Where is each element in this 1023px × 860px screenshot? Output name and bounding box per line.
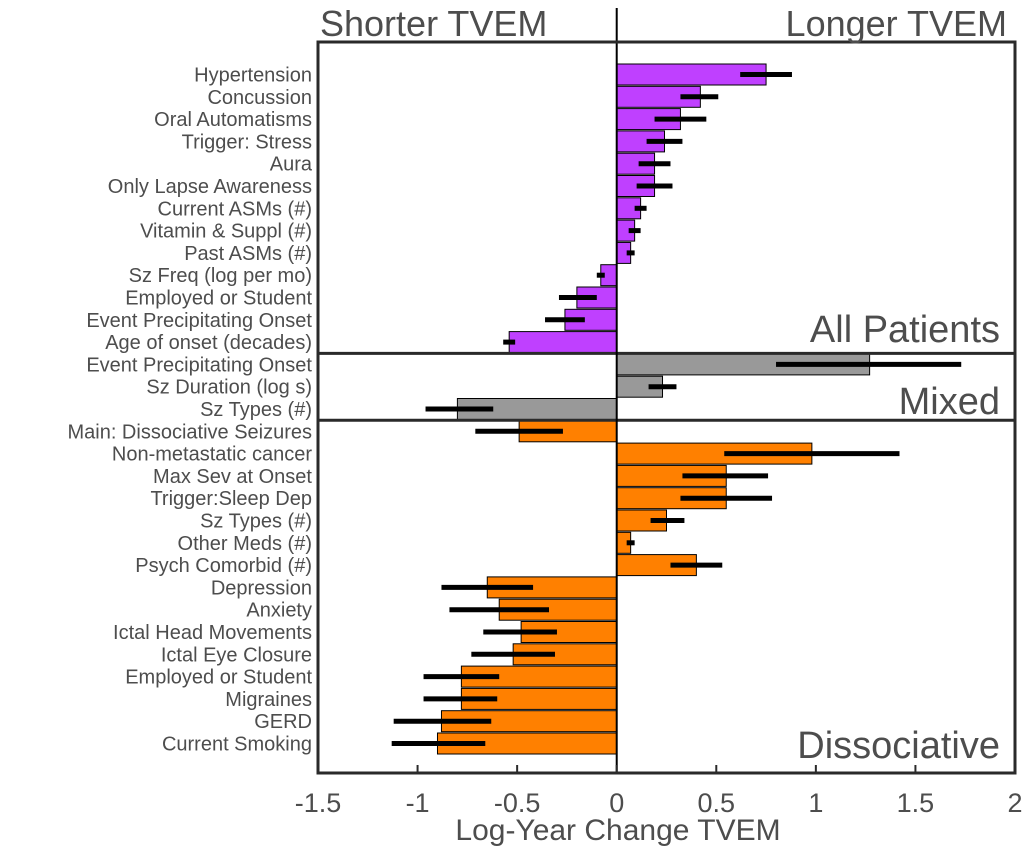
category-label-2-11: Employed or Student xyxy=(125,667,312,689)
category-label-0-8: Past ASMs (#) xyxy=(184,243,312,265)
category-label-0-2: Oral Automatisms xyxy=(154,109,312,131)
category-label-1-0: Event Precipitating Onset xyxy=(86,354,312,376)
x-tick-label-5: 1 xyxy=(808,788,823,818)
category-label-1-1: Sz Duration (log s) xyxy=(146,377,312,399)
labels-layer: Shorter TVEM Longer TVEM Log-Year Change… xyxy=(320,3,1007,847)
bar-0-12 xyxy=(508,331,618,354)
category-label-0-3: Trigger: Stress xyxy=(182,131,312,153)
category-label-2-14: Current Smoking xyxy=(162,734,312,756)
x-tick-label-4: 0.5 xyxy=(698,788,736,818)
category-label-2-5: Other Meds (#) xyxy=(178,533,312,555)
category-label-0-6: Current ASMs (#) xyxy=(158,198,312,220)
header-right-label: Longer TVEM xyxy=(786,3,1007,44)
category-label-0-0: Hypertension xyxy=(194,65,312,87)
x-tick-label-6: 1.5 xyxy=(897,788,935,818)
x-axis-ticks: -1.5 -1 -0.5 0 0.5 1 1.5 2 xyxy=(295,765,1023,818)
category-label-2-1: Non-metastatic cancer xyxy=(112,444,312,466)
group-label-mixed: Mixed xyxy=(899,381,1000,423)
category-label-2-3: Trigger:Sleep Dep xyxy=(150,488,312,510)
category-label-2-0: Main: Dissociative Seizures xyxy=(67,421,312,443)
category-label-2-12: Migraines xyxy=(225,689,312,711)
category-label-0-12: Age of onset (decades) xyxy=(105,332,312,354)
x-tick-label-7: 2 xyxy=(1007,788,1022,818)
category-label-2-13: GERD xyxy=(254,711,312,733)
group-label-all-patients: All Patients xyxy=(810,309,1000,351)
category-label-2-6: Psych Comorbid (#) xyxy=(135,555,312,577)
category-label-0-1: Concussion xyxy=(207,87,312,109)
category-label-2-9: Ictal Head Movements xyxy=(113,622,312,644)
group-label-dissociative: Dissociative xyxy=(797,725,1000,767)
plot-border xyxy=(316,40,1017,775)
plot-frame xyxy=(316,8,1017,775)
category-label-0-5: Only Lapse Awareness xyxy=(108,176,312,198)
category-label-0-7: Vitamin & Suppl (#) xyxy=(140,221,312,243)
category-label-2-7: Depression xyxy=(211,577,312,599)
error-bars-layer xyxy=(391,72,962,746)
header-left-label: Shorter TVEM xyxy=(320,3,547,44)
x-tick-label-2: -0.5 xyxy=(494,788,541,818)
category-label-2-8: Anxiety xyxy=(246,600,312,622)
x-tick-label-3: 0 xyxy=(609,788,624,818)
category-label-2-10: Ictal Eye Closure xyxy=(161,644,312,666)
category-label-1-2: Sz Types (#) xyxy=(200,399,312,421)
category-label-0-9: Sz Freq (log per mo) xyxy=(129,265,312,287)
x-tick-label-1: -1 xyxy=(406,788,430,818)
category-label-2-2: Max Sev at Onset xyxy=(153,466,312,488)
bars-layer xyxy=(436,63,871,755)
category-label-0-4: Aura xyxy=(270,154,313,176)
category-label-0-10: Employed or Student xyxy=(125,288,312,310)
x-tick-label-0: -1.5 xyxy=(295,788,342,818)
x-axis-title: Log-Year Change TVEM xyxy=(455,814,780,847)
category-label-0-11: Event Precipitating Onset xyxy=(86,310,312,332)
category-label-2-4: Sz Types (#) xyxy=(200,511,312,533)
